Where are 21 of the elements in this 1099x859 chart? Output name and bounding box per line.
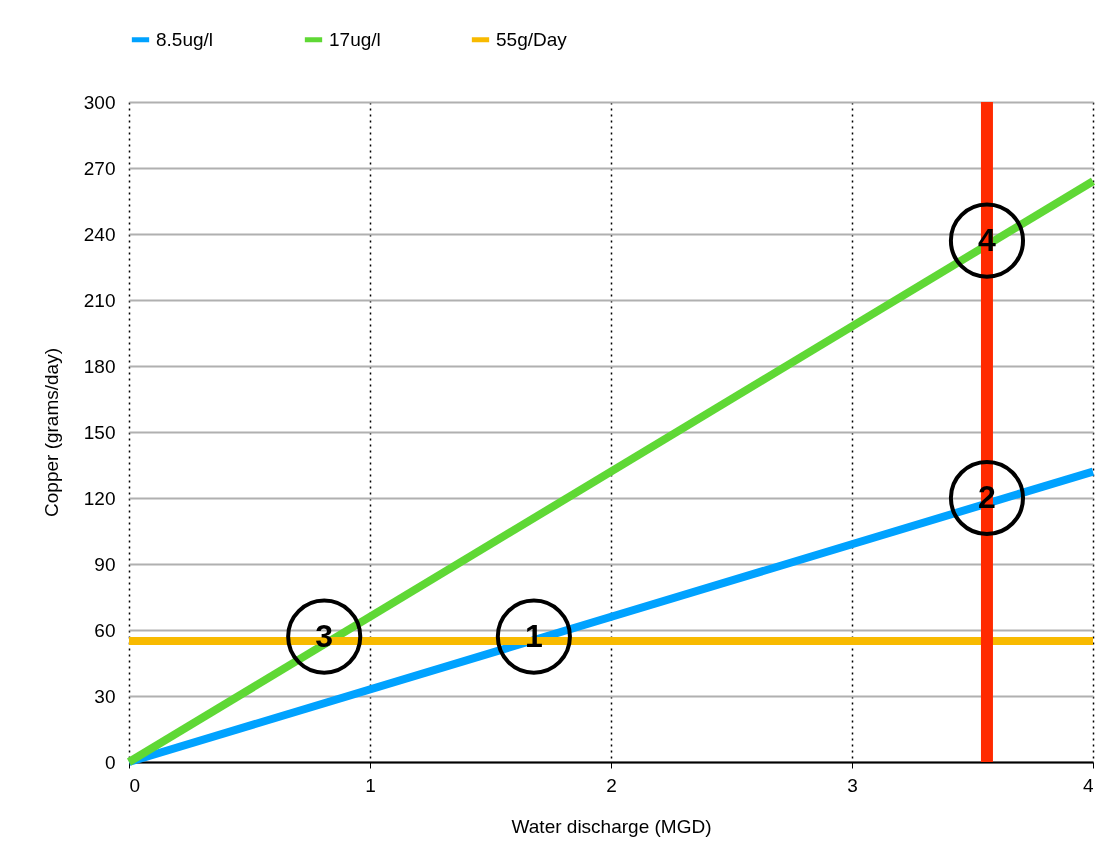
x-tick-label: 0 [129, 774, 141, 796]
y-tick-label: 240 [83, 223, 116, 245]
legend-label: 17ug/l [329, 28, 381, 50]
legend-label: 55g/Day [496, 28, 568, 50]
legend-label: 8.5ug/l [156, 28, 214, 50]
y-tick-label: 300 [83, 91, 116, 113]
y-tick-label: 210 [83, 289, 116, 311]
y-tick-label: 150 [83, 421, 116, 443]
x-axis-title: Water discharge (MGD) [511, 815, 712, 837]
x-tick-label: 1 [365, 774, 376, 796]
x-tick-label: 2 [606, 774, 617, 796]
y-tick-label: 270 [83, 157, 116, 179]
x-tick-label: 4 [1082, 774, 1094, 796]
y-axis-title: Copper (grams/day) [40, 348, 62, 517]
y-tick-label: 60 [94, 619, 116, 641]
y-tick-label: 120 [83, 487, 116, 509]
y-tick-label: 90 [94, 553, 116, 575]
y-tick-label: 0 [104, 751, 116, 773]
x-tick-label: 3 [847, 774, 858, 796]
y-tick-label: 30 [94, 685, 116, 707]
y-tick-label: 180 [83, 355, 116, 377]
